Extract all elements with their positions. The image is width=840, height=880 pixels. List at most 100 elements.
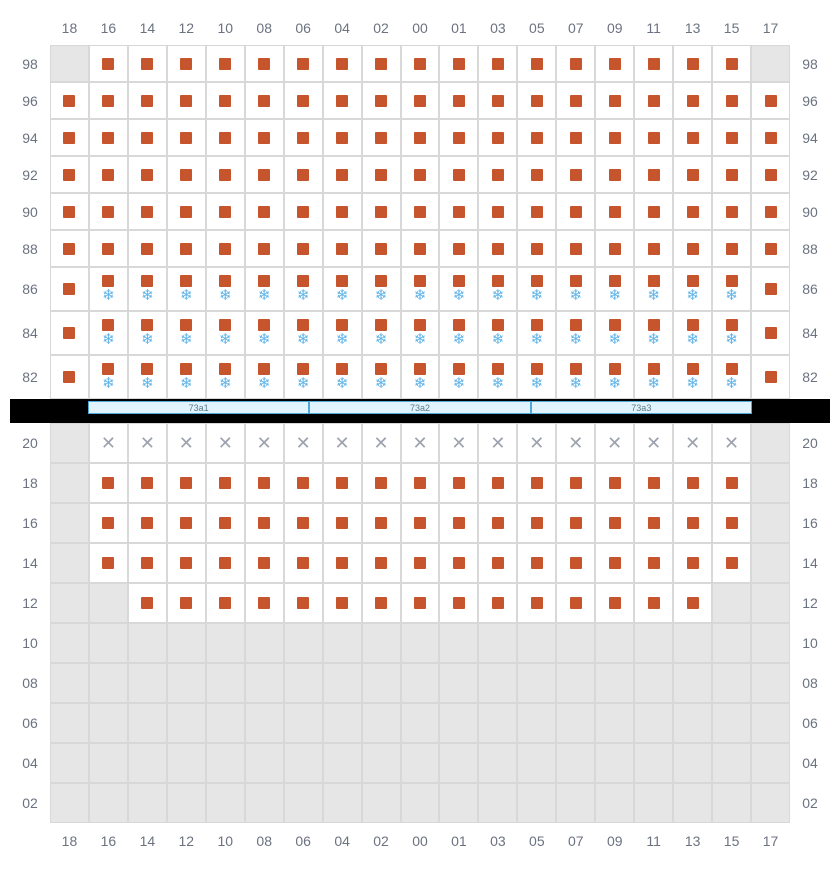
cell-slot[interactable] xyxy=(439,156,478,193)
cell-slot[interactable] xyxy=(556,503,595,543)
cell-slot[interactable] xyxy=(89,82,128,119)
cell-slot[interactable] xyxy=(245,463,284,503)
cell-slot[interactable] xyxy=(362,543,401,583)
cell-slot[interactable] xyxy=(245,82,284,119)
cell-slot[interactable] xyxy=(595,463,634,503)
cell-slot[interactable] xyxy=(673,230,712,267)
cell-slot[interactable] xyxy=(673,119,712,156)
cell-slot[interactable] xyxy=(634,503,673,543)
cell-slot[interactable] xyxy=(167,503,206,543)
cell-slot[interactable] xyxy=(439,230,478,267)
cell-slot[interactable] xyxy=(362,503,401,543)
cell-slot[interactable] xyxy=(673,193,712,230)
cell-slot[interactable] xyxy=(712,119,751,156)
cell-cooled[interactable]: ❄ xyxy=(284,267,323,311)
cell-slot[interactable] xyxy=(712,543,751,583)
cell-blocked[interactable]: ✕ xyxy=(284,423,323,463)
cell-slot[interactable] xyxy=(206,463,245,503)
cell-slot[interactable] xyxy=(245,193,284,230)
cell-slot[interactable] xyxy=(556,543,595,583)
cell-slot[interactable] xyxy=(751,267,790,311)
cell-slot[interactable] xyxy=(595,193,634,230)
cell-slot[interactable] xyxy=(167,82,206,119)
cell-slot[interactable] xyxy=(323,156,362,193)
cell-slot[interactable] xyxy=(206,193,245,230)
cell-slot[interactable] xyxy=(556,82,595,119)
segment-label[interactable]: 73a3 xyxy=(531,401,752,414)
cell-slot[interactable] xyxy=(751,311,790,355)
cell-blocked[interactable]: ✕ xyxy=(89,423,128,463)
cell-slot[interactable] xyxy=(673,82,712,119)
cell-blocked[interactable]: ✕ xyxy=(401,423,440,463)
cell-slot[interactable] xyxy=(245,583,284,623)
cell-slot[interactable] xyxy=(712,156,751,193)
cell-slot[interactable] xyxy=(284,119,323,156)
cell-slot[interactable] xyxy=(478,193,517,230)
cell-slot[interactable] xyxy=(595,503,634,543)
cell-cooled[interactable]: ❄ xyxy=(712,355,751,399)
cell-slot[interactable] xyxy=(167,543,206,583)
cell-slot[interactable] xyxy=(439,543,478,583)
cell-slot[interactable] xyxy=(167,45,206,82)
cell-slot[interactable] xyxy=(751,119,790,156)
cell-cooled[interactable]: ❄ xyxy=(556,355,595,399)
cell-slot[interactable] xyxy=(478,230,517,267)
cell-cooled[interactable]: ❄ xyxy=(673,267,712,311)
cell-slot[interactable] xyxy=(323,230,362,267)
cell-slot[interactable] xyxy=(634,543,673,583)
cell-slot[interactable] xyxy=(401,193,440,230)
cell-cooled[interactable]: ❄ xyxy=(712,267,751,311)
cell-slot[interactable] xyxy=(634,463,673,503)
cell-slot[interactable] xyxy=(50,355,89,399)
cell-cooled[interactable]: ❄ xyxy=(284,355,323,399)
cell-slot[interactable] xyxy=(50,267,89,311)
cell-slot[interactable] xyxy=(323,193,362,230)
cell-cooled[interactable]: ❄ xyxy=(362,267,401,311)
cell-cooled[interactable]: ❄ xyxy=(128,311,167,355)
cell-slot[interactable] xyxy=(556,193,595,230)
cell-blocked[interactable]: ✕ xyxy=(323,423,362,463)
cell-slot[interactable] xyxy=(634,45,673,82)
cell-cooled[interactable]: ❄ xyxy=(439,355,478,399)
cell-slot[interactable] xyxy=(284,503,323,543)
cell-cooled[interactable]: ❄ xyxy=(478,311,517,355)
cell-slot[interactable] xyxy=(284,230,323,267)
cell-cooled[interactable]: ❄ xyxy=(401,267,440,311)
cell-slot[interactable] xyxy=(206,503,245,543)
cell-cooled[interactable]: ❄ xyxy=(167,267,206,311)
cell-slot[interactable] xyxy=(128,543,167,583)
cell-cooled[interactable]: ❄ xyxy=(439,311,478,355)
cell-blocked[interactable]: ✕ xyxy=(128,423,167,463)
cell-slot[interactable] xyxy=(401,82,440,119)
cell-cooled[interactable]: ❄ xyxy=(323,311,362,355)
cell-slot[interactable] xyxy=(751,355,790,399)
cell-cooled[interactable]: ❄ xyxy=(634,355,673,399)
cell-cooled[interactable]: ❄ xyxy=(323,355,362,399)
cell-slot[interactable] xyxy=(128,193,167,230)
cell-slot[interactable] xyxy=(556,463,595,503)
cell-slot[interactable] xyxy=(89,463,128,503)
cell-slot[interactable] xyxy=(673,45,712,82)
cell-slot[interactable] xyxy=(362,82,401,119)
cell-cooled[interactable]: ❄ xyxy=(167,311,206,355)
cell-cooled[interactable]: ❄ xyxy=(128,267,167,311)
cell-slot[interactable] xyxy=(634,119,673,156)
cell-slot[interactable] xyxy=(284,583,323,623)
cell-slot[interactable] xyxy=(751,193,790,230)
cell-slot[interactable] xyxy=(556,119,595,156)
cell-slot[interactable] xyxy=(673,463,712,503)
cell-cooled[interactable]: ❄ xyxy=(595,267,634,311)
cell-slot[interactable] xyxy=(478,503,517,543)
cell-slot[interactable] xyxy=(439,463,478,503)
cell-slot[interactable] xyxy=(556,45,595,82)
cell-slot[interactable] xyxy=(751,230,790,267)
cell-slot[interactable] xyxy=(712,230,751,267)
cell-cooled[interactable]: ❄ xyxy=(245,355,284,399)
cell-slot[interactable] xyxy=(595,119,634,156)
cell-slot[interactable] xyxy=(595,45,634,82)
cell-slot[interactable] xyxy=(401,503,440,543)
cell-slot[interactable] xyxy=(167,193,206,230)
cell-slot[interactable] xyxy=(401,156,440,193)
cell-slot[interactable] xyxy=(478,583,517,623)
cell-cooled[interactable]: ❄ xyxy=(89,311,128,355)
